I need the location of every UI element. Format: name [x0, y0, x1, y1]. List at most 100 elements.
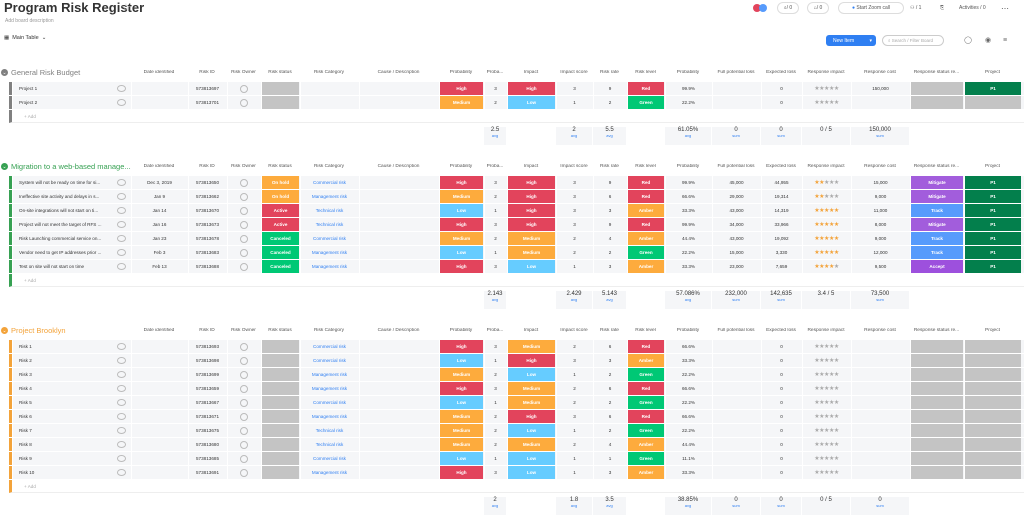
column-header[interactable]: Probability: [676, 70, 700, 75]
cell-full[interactable]: [712, 368, 760, 381]
activities-button[interactable]: Activities / 0: [959, 5, 986, 11]
cell-status[interactable]: [261, 382, 299, 395]
rating-stars[interactable]: ★★★★★: [814, 179, 839, 186]
cell-exp[interactable]: 33,966: [761, 218, 801, 231]
cell-pct[interactable]: 99.9%: [665, 218, 711, 231]
cell-cause[interactable]: [359, 382, 438, 395]
cell-iscore[interactable]: 2: [556, 396, 592, 409]
cell-pn[interactable]: 1: [484, 246, 506, 259]
column-header[interactable]: Risk level: [635, 328, 656, 333]
cell-date[interactable]: [131, 410, 187, 423]
cell-owner[interactable]: [227, 452, 260, 465]
cell-cat[interactable]: Management risk: [300, 368, 358, 381]
column-header[interactable]: Response impact: [807, 328, 845, 333]
integration-counter[interactable]: ⌂/ 0: [807, 2, 829, 14]
cell-cause[interactable]: [359, 438, 438, 451]
cell-cause[interactable]: [359, 82, 438, 95]
star-icon[interactable]: ★: [828, 236, 834, 242]
main-table-tab[interactable]: ▦ Main Table ⌄: [4, 35, 47, 41]
cell-exp[interactable]: 14,319: [761, 204, 801, 217]
rating-stars[interactable]: ★★★★★: [814, 99, 839, 106]
cell-cause[interactable]: [359, 354, 438, 367]
star-icon[interactable]: ★: [824, 358, 829, 364]
star-icon[interactable]: ★: [833, 180, 839, 186]
cell-cost[interactable]: 150,000: [851, 82, 909, 95]
cell-stars[interactable]: ★★★★★: [802, 368, 850, 381]
star-icon[interactable]: ★: [833, 400, 839, 406]
cell-proj[interactable]: P1: [964, 204, 1021, 217]
column-header[interactable]: Risk Owner: [231, 70, 256, 75]
cell-level[interactable]: Green: [627, 452, 664, 465]
cell-cat[interactable]: Commercial risk: [300, 452, 358, 465]
column-header[interactable]: Response status re...: [913, 164, 960, 169]
rating-stars[interactable]: ★★★★★: [814, 399, 839, 406]
cell-rate[interactable]: 3: [593, 260, 626, 273]
cell-date[interactable]: Feb 13: [131, 260, 187, 273]
star-icon[interactable]: ★: [828, 194, 834, 200]
cell-prob[interactable]: High: [439, 176, 483, 189]
cell-full[interactable]: [712, 354, 760, 367]
cell-prob[interactable]: Low: [439, 204, 483, 217]
cell-pn[interactable]: 2: [484, 232, 506, 245]
star-icon[interactable]: ★: [814, 372, 820, 378]
star-icon[interactable]: ★: [814, 358, 820, 364]
cell-proj[interactable]: P1: [964, 246, 1021, 259]
cell-full[interactable]: [712, 396, 760, 409]
item-name[interactable]: Risk 1: [12, 340, 129, 353]
star-icon[interactable]: ★: [833, 372, 839, 378]
cell-full[interactable]: [712, 452, 760, 465]
cell-rate[interactable]: 3: [593, 204, 626, 217]
chat-bubble-icon[interactable]: [117, 455, 126, 462]
star-icon[interactable]: ★: [814, 264, 820, 270]
star-icon[interactable]: ★: [833, 358, 839, 364]
cell-rate[interactable]: 2: [593, 424, 626, 437]
cell-impact[interactable]: Low: [507, 452, 555, 465]
star-icon[interactable]: ★: [819, 442, 825, 448]
avatar-icon[interactable]: [240, 262, 248, 271]
cell-impact[interactable]: High: [507, 190, 555, 203]
cell-full[interactable]: 43,000: [712, 232, 760, 245]
star-icon[interactable]: ★: [814, 180, 820, 186]
cell-impact[interactable]: High: [507, 354, 555, 367]
cell-impact[interactable]: Medium: [507, 396, 555, 409]
cell-iscore[interactable]: 3: [556, 218, 592, 231]
star-icon[interactable]: ★: [819, 456, 825, 462]
star-icon[interactable]: ★: [833, 194, 839, 200]
avatar-icon[interactable]: [240, 206, 248, 215]
cell-stars[interactable]: ★★★★★: [802, 176, 850, 189]
cell-prob[interactable]: Medium: [439, 232, 483, 245]
cell-date[interactable]: Jan 9: [131, 190, 187, 203]
cell-proj[interactable]: [964, 424, 1021, 437]
rating-stars[interactable]: ★★★★★: [814, 249, 839, 256]
avatar-icon[interactable]: [240, 384, 248, 393]
rating-stars[interactable]: ★★★★★: [814, 263, 839, 270]
cell-date[interactable]: [131, 452, 187, 465]
item-name[interactable]: Project 1: [12, 82, 129, 95]
avatar-badge[interactable]: [751, 2, 769, 14]
cell-id[interactable]: 573813697: [188, 82, 226, 95]
cell-stars[interactable]: ★★★★★: [802, 96, 850, 109]
column-header[interactable]: Full potential loss: [717, 164, 755, 169]
chat-bubble-icon[interactable]: [117, 385, 126, 392]
cell-prob[interactable]: High: [439, 82, 483, 95]
item-name[interactable]: Risk Launching commercial service on...: [12, 232, 129, 245]
cell-cat[interactable]: Management risk: [300, 410, 358, 423]
avatar-icon[interactable]: [240, 468, 248, 477]
avatar-icon[interactable]: [240, 426, 248, 435]
cell-iscore[interactable]: 1: [556, 368, 592, 381]
star-icon[interactable]: ★: [828, 456, 834, 462]
cell-date[interactable]: [131, 354, 187, 367]
rating-stars[interactable]: ★★★★★: [814, 427, 839, 434]
star-icon[interactable]: ★: [814, 194, 820, 200]
cell-id[interactable]: 573813683: [188, 246, 226, 259]
star-icon[interactable]: ★: [833, 414, 839, 420]
chat-bubble-icon[interactable]: [117, 179, 126, 186]
column-header[interactable]: Impact: [523, 70, 539, 75]
column-header[interactable]: Project: [985, 328, 1000, 333]
group-collapse-icon[interactable]: ⌄: [1, 163, 8, 170]
item-name[interactable]: Risk 8: [12, 438, 129, 451]
search-counter[interactable]: ⌕/ 0: [777, 2, 799, 14]
cell-level[interactable]: Red: [627, 190, 664, 203]
star-icon[interactable]: ☆: [121, 2, 131, 14]
cell-rate[interactable]: 3: [593, 354, 626, 367]
